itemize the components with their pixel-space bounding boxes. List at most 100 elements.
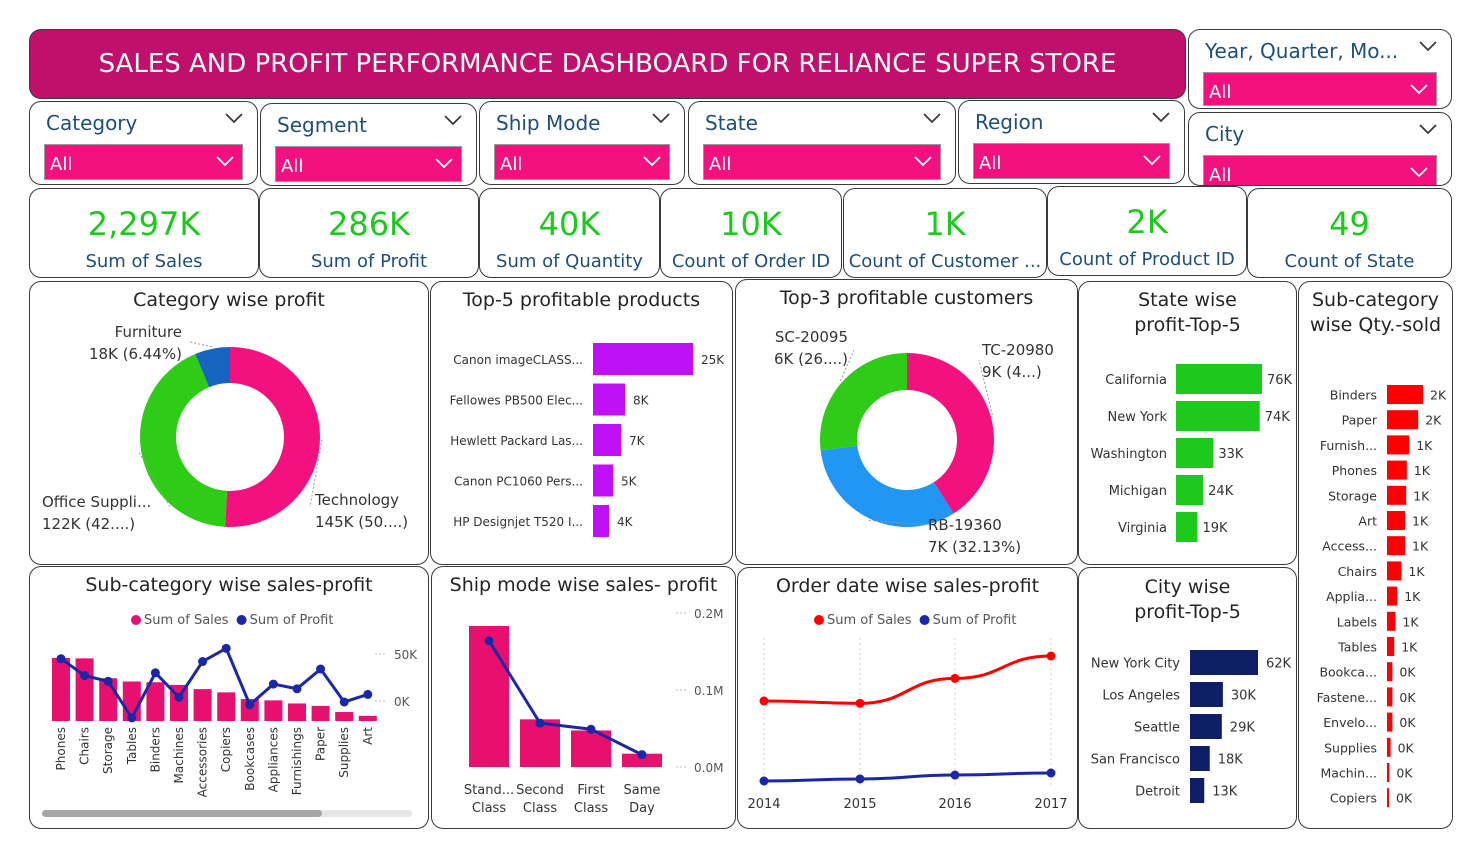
chart-title: Ship mode wise sales- profit — [449, 574, 718, 596]
category-label: Washington — [1091, 447, 1167, 462]
sales-bar — [311, 705, 330, 721]
chart-title: Order date wise sales-profit — [775, 575, 1040, 597]
chevron-down-icon — [1410, 84, 1428, 95]
bar — [1176, 438, 1214, 468]
shipmode-card: Ship mode wise sales- profit 0.2M 0.1M 0.0… — [431, 566, 736, 829]
data-label: 5K — [621, 475, 638, 489]
subcat-sales-profit-card: Sub-category wise sales-profit Sum of Sa… — [29, 566, 429, 829]
profit-point — [245, 700, 255, 710]
category-label: Chairs — [1338, 564, 1377, 579]
data-label: 7K — [629, 434, 646, 448]
year-slicer[interactable]: Year, Quarter, Mo... All — [1188, 29, 1452, 109]
profit-line — [763, 771, 1052, 783]
chart-title: State wise profit-Top-5 — [1134, 289, 1241, 336]
profit-point — [759, 776, 769, 786]
bar — [1387, 611, 1396, 631]
kpi-label: Count of State — [1284, 251, 1415, 272]
category-label: Copiers — [219, 727, 233, 772]
region-dropdown[interactable]: All — [973, 143, 1170, 179]
category-label: Copiers — [1330, 791, 1377, 806]
sales-bar — [469, 626, 509, 767]
order-date-line-chart[interactable]: Sum of Sales Sum of Profit 2014 2015 2016 201… — [738, 568, 1079, 830]
city-slicer[interactable]: City All — [1188, 112, 1452, 186]
profit-point — [221, 643, 231, 653]
bar — [1387, 460, 1407, 480]
category-profit-card: Category wise profit Technology 145K (50.… — [29, 281, 429, 565]
bar — [1387, 536, 1405, 556]
segment-dropdown[interactable]: All — [275, 146, 462, 182]
state-slicer[interactable]: State All — [688, 101, 956, 185]
category-label: Hewlett Packard Las... — [450, 434, 583, 448]
category-dropdown[interactable]: All — [44, 144, 243, 180]
city-profit-bar-chart[interactable]: New York City 62K Los Angeles 30K Seattle 29K… — [1079, 568, 1298, 830]
chevron-down-icon[interactable] — [923, 112, 941, 124]
chevron-down-icon[interactable] — [444, 114, 462, 126]
category-label: Los Angeles — [1102, 689, 1180, 704]
state-profit-card: State wise profit-Top-5 California 76K New… — [1078, 281, 1297, 565]
ship-mode-slicer[interactable]: Ship Mode All — [479, 101, 685, 185]
category-label: Phones — [54, 727, 68, 770]
bar — [1190, 682, 1223, 707]
scrollbar-thumb[interactable] — [42, 810, 322, 817]
kpi-card-states: 49 Count of State — [1247, 188, 1452, 278]
data-label: 2K — [1425, 413, 1442, 428]
bar — [1387, 561, 1402, 581]
chevron-down-icon[interactable] — [1152, 111, 1170, 123]
category-label: Appliances — [266, 727, 280, 792]
chevron-down-icon[interactable] — [1419, 123, 1437, 135]
profit-point — [103, 676, 113, 686]
ship-mode-dropdown[interactable]: All — [494, 144, 670, 180]
kpi-card-quantity: 40K Sum of Quantity — [479, 188, 660, 278]
category-donut-chart[interactable]: Technology 145K (50....) Office Suppli... 1… — [30, 282, 430, 566]
category-label: Detroit — [1135, 785, 1180, 800]
profit-point — [586, 724, 596, 734]
profit-line — [60, 646, 369, 721]
segment-slicer-label: Segment — [277, 113, 367, 137]
category-label: Binders — [148, 727, 162, 772]
segment-slicer[interactable]: Segment All — [260, 103, 477, 186]
data-label: 1K — [1408, 564, 1425, 579]
subcat-combo-chart[interactable]: Sum of Sales Sum of Profit 50K 0K Phones Chai… — [30, 567, 430, 830]
state-dropdown[interactable]: All — [703, 144, 941, 180]
chevron-down-icon[interactable] — [225, 112, 243, 124]
category-label: Envelo... — [1323, 715, 1377, 730]
data-label: 18K — [1218, 753, 1244, 768]
slice-label: TC-20980 — [981, 341, 1054, 359]
horizontal-scrollbar[interactable] — [42, 810, 412, 817]
sales-bar — [217, 692, 236, 721]
customers-donut-chart[interactable]: TC-20980 9K (4...) RB-19360 7K (32.13%) SC-2… — [736, 280, 1079, 566]
chevron-down-icon — [216, 156, 234, 167]
subcat-qty-bar-chart[interactable]: Binders 2K Paper 2K Furnish... 1K Phones 1K Stor… — [1299, 282, 1454, 830]
shipmode-combo-chart[interactable]: 0.2M 0.1M 0.0M Stand... Class Second Class Firs… — [432, 567, 737, 830]
top-products-bar-chart[interactable]: Canon imageCLASS... 25K Fellowes PB500 Ele… — [431, 282, 734, 566]
leader-line — [978, 359, 993, 416]
state-profit-bar-chart[interactable]: California 76K New York 74K Washington 33K Mic… — [1079, 282, 1298, 566]
leader-line — [309, 439, 323, 508]
city-profit-card: City wise profit-Top-5 New York City 62K L… — [1078, 567, 1297, 829]
data-label: 8K — [633, 394, 650, 408]
ship-mode-value: All — [500, 154, 523, 175]
region-slicer[interactable]: Region All — [958, 100, 1185, 184]
data-label: 62K — [1266, 657, 1292, 672]
bar — [1387, 435, 1410, 455]
year-dropdown[interactable]: All — [1203, 72, 1437, 106]
chevron-down-icon[interactable] — [652, 112, 670, 124]
data-label: 1K — [1404, 589, 1421, 604]
category-slicer[interactable]: Category All — [29, 101, 258, 185]
city-dropdown[interactable]: All — [1203, 155, 1437, 185]
category-label: Class — [523, 801, 557, 816]
chevron-down-icon[interactable] — [1419, 40, 1437, 52]
category-label: Machines — [172, 727, 186, 783]
bar — [1387, 712, 1393, 732]
profit-point — [950, 770, 960, 780]
data-label: 76K — [1267, 373, 1293, 388]
kpi-value: 40K — [538, 205, 601, 243]
bar — [1387, 662, 1393, 682]
profit-point — [56, 654, 66, 664]
category-label: New York — [1107, 410, 1167, 425]
state-value: All — [709, 154, 732, 175]
ship-mode-slicer-label: Ship Mode — [496, 111, 601, 135]
category-label: Second — [516, 783, 564, 798]
bar — [1176, 475, 1204, 505]
kpi-card-orders: 10K Count of Order ID — [660, 188, 842, 278]
